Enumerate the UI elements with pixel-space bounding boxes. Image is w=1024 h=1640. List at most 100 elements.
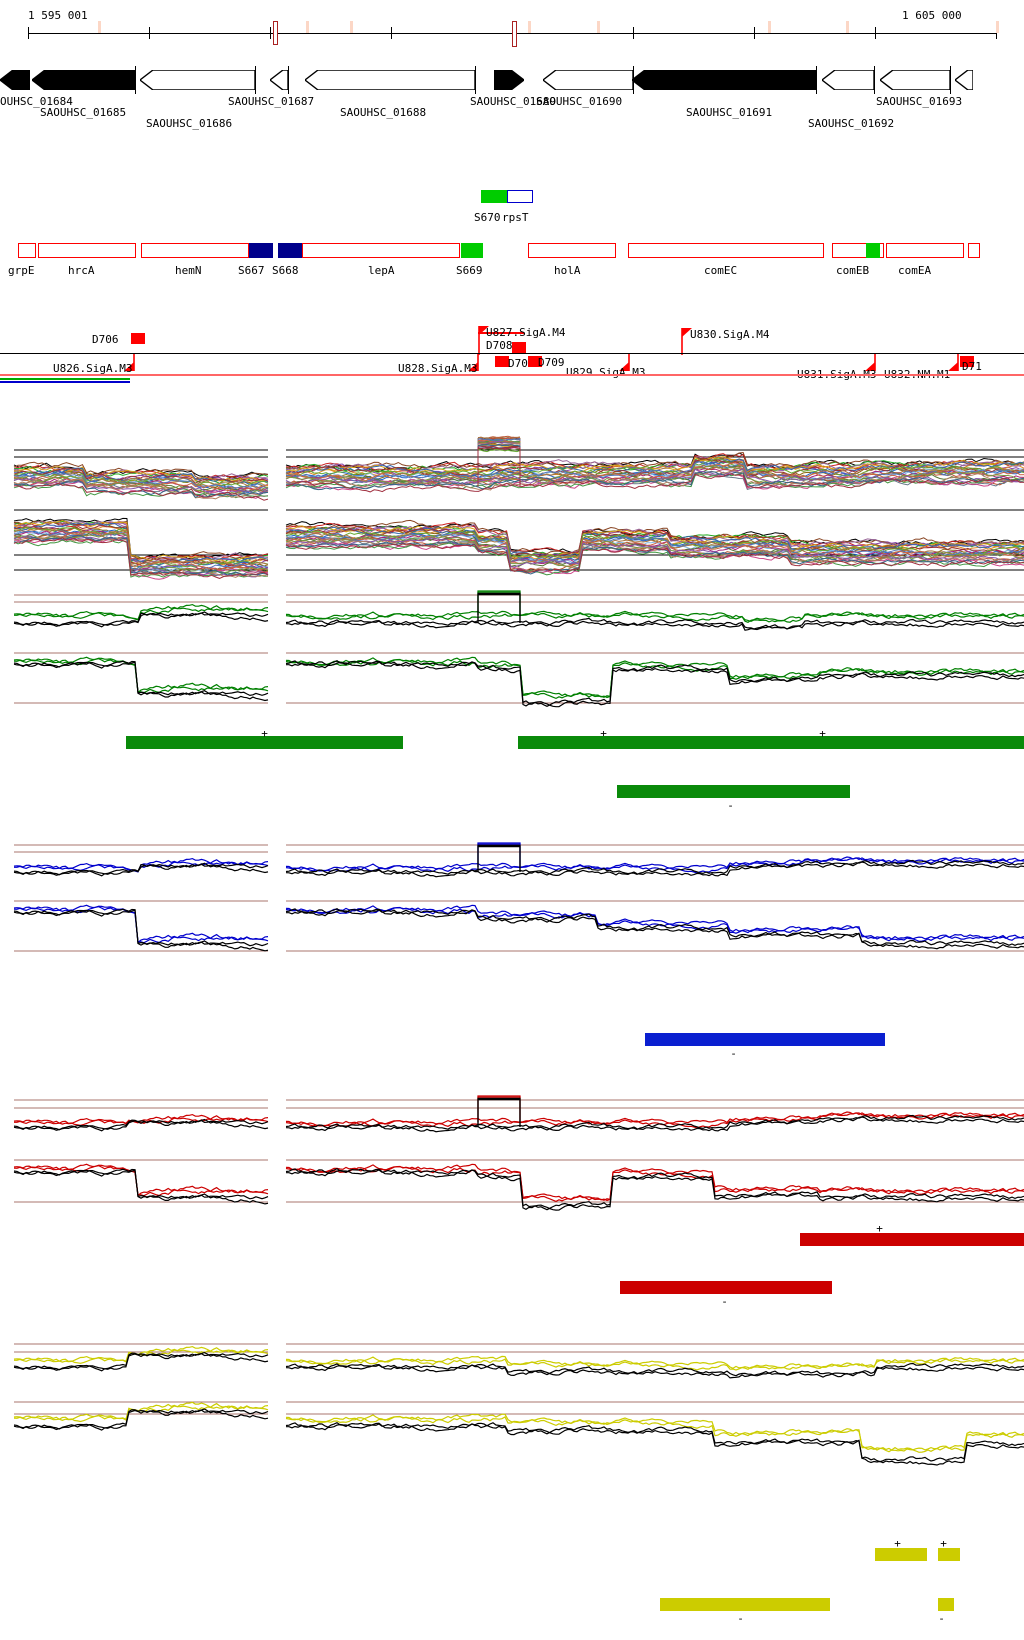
operon-gene-box[interactable] [38,243,136,258]
blue-minus-bar[interactable] [645,1033,885,1046]
promoter-label: U827.SigA.M4 [486,326,566,339]
signal-trace [285,525,1024,559]
strand-marker: - [737,1612,744,1625]
gene-end-cap [874,66,875,94]
signal-trace [285,467,1024,484]
operon-gene-box[interactable] [302,243,460,258]
operon-gene-box[interactable] [528,243,616,258]
operon-gene-box[interactable] [628,243,824,258]
gene-label: SAOUHSC_01686 [146,117,233,130]
signal-trace [13,519,269,563]
operon-gene-label: hemN [175,264,202,277]
ruler-feature-mark [768,21,771,33]
gene-end-cap [288,66,289,94]
operon-gene-label: S667 [238,264,265,277]
yellow-signal-lower[interactable] [0,1390,1024,1466]
operon-gene-track[interactable]: grpE hrcA hemN S667 S668 lepA S669 holA comEC com… [0,243,1024,279]
signal-trace [13,863,269,877]
red-plus-bar[interactable] [800,1233,1024,1246]
yellow-minus-bar-2[interactable] [938,1598,954,1611]
gene-arrow[interactable] [270,70,288,92]
gene-arrow[interactable] [0,70,30,92]
multi-series-expression-upper[interactable] [0,420,1024,502]
gene-arrow[interactable] [822,70,874,92]
ruler-left-coordinate: 1 595 001 [28,9,88,22]
signal-trace [477,443,521,447]
ruler-tick [996,27,997,39]
signal-trace [13,525,269,567]
signal-trace [13,612,269,628]
promoter-baseline [0,353,1024,354]
blue-signal-lower[interactable] [0,895,1024,965]
signal-trace [285,471,1024,491]
promoter-label: U829.SigA.M3 [566,366,646,379]
gene-label: OUHSC_01684 [0,95,73,108]
terminator-flag-icon [864,353,876,375]
red-signal-lower[interactable] [0,1150,1024,1222]
gene-arrow[interactable] [632,70,816,92]
green-signal-lower[interactable] [0,645,1024,715]
operon-gene-box[interactable] [968,243,980,258]
gene-arrow[interactable] [543,70,633,92]
operon-gene-label: comEA [898,264,932,277]
yellow-plus-bar-1[interactable] [875,1548,927,1561]
operon-feature-box[interactable] [507,190,533,203]
operon-feature-box[interactable] [481,190,507,203]
signal-trace [13,522,269,566]
gene-arrow[interactable] [305,70,475,92]
ruler-tick [391,27,392,39]
gene-arrow[interactable] [140,70,255,92]
green-signal-upper[interactable] [0,585,1024,647]
operon-gene-box[interactable] [461,243,483,258]
red-minus-bar[interactable] [620,1281,832,1294]
signal-trace [13,1168,269,1200]
ruler-feature-mark [528,21,531,33]
signal-trace [285,472,1024,493]
operon-gene-box[interactable] [249,243,273,258]
signal-trace [285,908,1024,947]
green-plus-bar-1[interactable] [126,736,403,749]
blue-signal-upper[interactable] [0,835,1024,897]
promoter-label: D709 [538,356,565,369]
strand-marker: - [938,1612,945,1625]
signal-trace [13,908,269,947]
gene-arrow[interactable] [494,70,524,92]
signal-trace [13,1164,269,1197]
operon-upper-track[interactable]: S670 rpsT [0,190,1024,224]
promoter-label: U826.SigA.M3 [53,362,133,375]
operon-gene-box[interactable] [18,243,36,258]
operon-gene-box[interactable] [886,243,964,258]
gene-end-cap [816,66,817,94]
promoter-flag-icon [478,326,490,359]
gene-arrow[interactable] [955,70,973,92]
yellow-minus-bar-1[interactable] [660,1598,830,1611]
promoter-label: D708 [486,339,513,352]
signal-trace [285,1114,1024,1131]
signal-trace [285,1116,1024,1133]
gene-arrow[interactable] [880,70,950,92]
yellow-plus-bar-2[interactable] [938,1548,960,1561]
gene-arrow[interactable] [32,70,135,92]
gene-arrow-track[interactable]: OUHSC_01684 SAOUHSC_01685 SAOUHSC_01686 … [0,62,1024,129]
operon-gene-box[interactable] [278,243,302,258]
signal-trace [13,467,269,484]
signal-trace [285,1422,1024,1463]
signal-trace [13,1169,269,1205]
signal-trace [285,617,1024,630]
signal-trace [477,445,521,450]
yellow-signal-upper[interactable] [0,1330,1024,1392]
signal-trace [13,611,269,627]
signal-trace [285,619,1024,631]
green-plus-bar-2b[interactable] [518,736,1024,749]
operon-gene-box[interactable] [141,243,249,258]
signal-trace [13,1409,269,1431]
operon-gene-box[interactable] [866,243,880,258]
green-minus-bar[interactable] [617,785,850,798]
ruler-tick [149,27,150,39]
gene-end-cap [633,66,634,94]
red-signal-upper[interactable] [0,1090,1024,1152]
multi-series-expression-lower[interactable] [0,500,1024,582]
signal-trace [285,1165,1024,1201]
